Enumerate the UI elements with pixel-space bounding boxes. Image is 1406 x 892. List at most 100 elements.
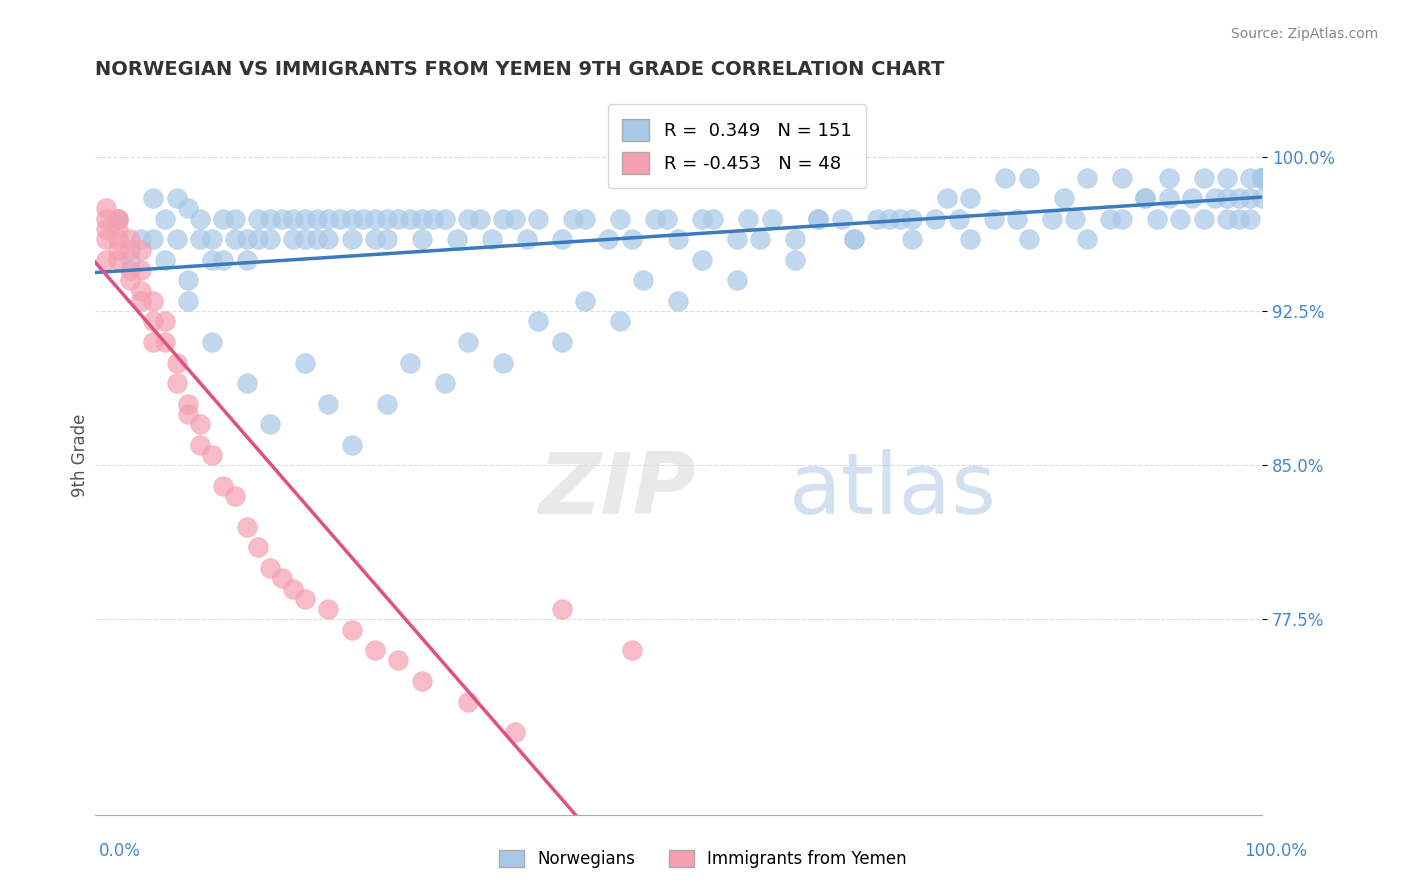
Point <box>200 232 222 246</box>
Point <box>411 232 433 246</box>
Point <box>901 232 924 246</box>
Point <box>118 273 141 287</box>
Point <box>188 211 211 226</box>
Point <box>877 211 900 226</box>
Point <box>924 211 946 226</box>
Point <box>212 252 235 267</box>
Point <box>1018 232 1040 246</box>
Point <box>188 232 211 246</box>
Point <box>316 602 339 616</box>
Point <box>235 520 257 534</box>
Point <box>177 407 200 421</box>
Point <box>901 211 924 226</box>
Point <box>247 211 270 226</box>
Point <box>574 211 596 226</box>
Point <box>305 211 328 226</box>
Point <box>574 293 596 308</box>
Point <box>1227 191 1250 205</box>
Point <box>153 314 176 328</box>
Point <box>200 252 222 267</box>
Text: atlas: atlas <box>789 450 997 533</box>
Point <box>1005 211 1028 226</box>
Point <box>294 355 316 369</box>
Point <box>737 211 759 226</box>
Point <box>842 232 865 246</box>
Point <box>761 211 783 226</box>
Point <box>387 653 409 667</box>
Point <box>1157 191 1180 205</box>
Point <box>270 211 292 226</box>
Point <box>107 211 129 226</box>
Point <box>224 211 246 226</box>
Point <box>668 293 690 308</box>
Point <box>375 232 398 246</box>
Point <box>166 355 188 369</box>
Point <box>131 263 153 277</box>
Point <box>131 284 153 298</box>
Point <box>375 211 398 226</box>
Point <box>702 211 724 226</box>
Point <box>294 591 316 606</box>
Point <box>516 232 538 246</box>
Point <box>411 673 433 688</box>
Point <box>107 232 129 246</box>
Point <box>807 211 830 226</box>
Point <box>364 232 387 246</box>
Point <box>1111 170 1133 185</box>
Point <box>107 211 129 226</box>
Point <box>283 211 305 226</box>
Point <box>212 479 235 493</box>
Point <box>247 541 270 555</box>
Point <box>399 211 422 226</box>
Point <box>352 211 374 226</box>
Point <box>1251 170 1274 185</box>
Point <box>1135 191 1157 205</box>
Point <box>866 211 889 226</box>
Point <box>550 334 572 349</box>
Point <box>842 232 865 246</box>
Point <box>270 571 292 585</box>
Point <box>527 211 550 226</box>
Point <box>364 211 387 226</box>
Point <box>690 252 713 267</box>
Point <box>644 211 666 226</box>
Legend: R =  0.349   N = 151, R = -0.453   N = 48: R = 0.349 N = 151, R = -0.453 N = 48 <box>607 104 866 188</box>
Point <box>1157 170 1180 185</box>
Point <box>188 417 211 432</box>
Point <box>749 232 772 246</box>
Point <box>457 694 479 708</box>
Point <box>329 211 352 226</box>
Point <box>446 232 468 246</box>
Point <box>562 211 585 226</box>
Text: 0.0%: 0.0% <box>98 842 141 860</box>
Point <box>1018 170 1040 185</box>
Point <box>96 252 118 267</box>
Point <box>725 232 748 246</box>
Point <box>433 376 456 390</box>
Point <box>294 211 316 226</box>
Point <box>1040 211 1063 226</box>
Point <box>1216 211 1239 226</box>
Point <box>340 232 363 246</box>
Point <box>188 438 211 452</box>
Point <box>598 232 620 246</box>
Point <box>142 314 165 328</box>
Point <box>142 232 165 246</box>
Point <box>1204 191 1226 205</box>
Point <box>1076 232 1098 246</box>
Point <box>422 211 444 226</box>
Point <box>153 334 176 349</box>
Point <box>1099 211 1122 226</box>
Point <box>725 273 748 287</box>
Point <box>1239 191 1261 205</box>
Point <box>259 417 281 432</box>
Point <box>200 448 222 462</box>
Point <box>259 232 281 246</box>
Point <box>785 232 807 246</box>
Point <box>550 602 572 616</box>
Point <box>457 334 479 349</box>
Point <box>142 293 165 308</box>
Point <box>550 232 572 246</box>
Point <box>177 293 200 308</box>
Point <box>1251 170 1274 185</box>
